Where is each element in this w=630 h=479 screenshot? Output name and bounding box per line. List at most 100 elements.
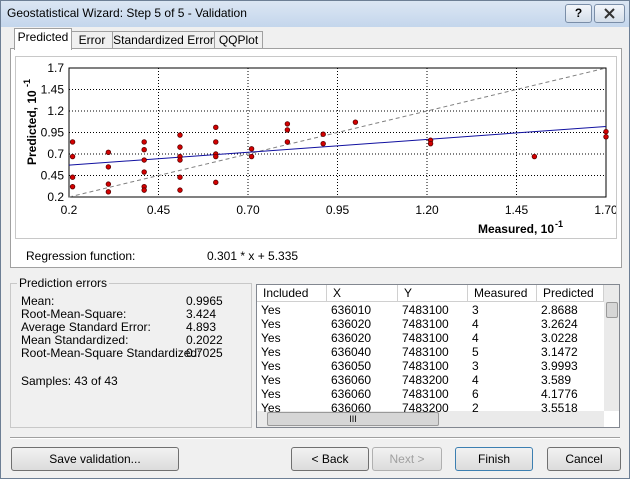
point <box>105 164 112 170</box>
vertical-scrollbar[interactable] <box>604 285 619 411</box>
column-header[interactable]: X <box>327 285 398 302</box>
back-button[interactable]: < Back <box>291 447 369 471</box>
table-cell: 636020 <box>331 317 372 331</box>
tab-panel: 0.2 0.45 0.7 0.95 1.2 1.45 1.7 0.2 0.45 0.70 0.95 1… <box>10 48 622 268</box>
table-cell: 7483200 <box>402 401 449 415</box>
y-tick-label: 0.45 <box>41 169 65 183</box>
point <box>141 146 147 153</box>
regression-line <box>68 125 607 166</box>
table-cell: 7483100 <box>402 303 449 317</box>
y-tick-label: 0.95 <box>41 126 65 140</box>
table-cell: 7483100 <box>402 345 449 359</box>
point <box>352 119 359 125</box>
table-cell: 4.1776 <box>541 387 578 401</box>
point <box>531 153 538 160</box>
column-header[interactable]: Measured <box>468 285 537 302</box>
tab[interactable]: Error <box>71 31 113 49</box>
help-button[interactable]: ? <box>565 4 592 23</box>
x-axis-label: Measured, 10 <box>478 222 554 236</box>
table-cell: 7483100 <box>402 359 449 373</box>
x-tick-label: 0.2 <box>61 203 78 217</box>
table-cell: 636010 <box>331 303 372 317</box>
tab[interactable]: Predicted <box>14 28 72 50</box>
table-cell: Yes <box>261 387 281 401</box>
error-label: Mean Standardized: <box>21 333 129 347</box>
x-axis-label-exponent: -1 <box>555 219 563 229</box>
column-header[interactable]: Predicted <box>537 285 604 302</box>
table-cell: 7483100 <box>402 331 449 345</box>
samples: Samples: 43 of 43 <box>21 374 118 388</box>
error-label: Root-Mean-Square: <box>21 307 127 321</box>
point <box>141 187 147 193</box>
tab[interactable]: QQPlot <box>214 31 263 49</box>
tab[interactable]: Standardized Error <box>112 31 215 49</box>
column-header[interactable]: Y <box>398 285 468 302</box>
point <box>427 140 434 147</box>
save-validation-button[interactable]: Save validation... <box>11 447 179 471</box>
table-cell: Yes <box>261 359 281 373</box>
scroll-thumb[interactable]: III <box>267 412 439 426</box>
point <box>284 139 291 145</box>
point <box>320 140 326 147</box>
error-value: 3.424 <box>186 307 217 321</box>
x-tick-label: 1.70 <box>594 203 616 217</box>
error-value: 0.2022 <box>186 333 223 347</box>
horizontal-scrollbar[interactable]: III <box>257 411 604 427</box>
point <box>69 183 76 190</box>
table-cell: 3 <box>472 359 479 373</box>
separator <box>10 437 620 439</box>
y-tick-label: 0.2 <box>47 190 64 204</box>
y-tick-label: 0.7 <box>47 147 64 161</box>
point <box>320 131 326 137</box>
point <box>177 144 183 150</box>
table-cell: 5 <box>472 345 479 359</box>
cancel-button[interactable]: Cancel <box>547 447 621 471</box>
y-axis-label: Predicted, 10 -1 <box>22 79 39 165</box>
table-cell: 636050 <box>331 359 372 373</box>
point <box>213 179 219 186</box>
scroll-thumb[interactable] <box>606 302 618 318</box>
group-title: Prediction errors <box>17 276 110 290</box>
chart-frame: 0.2 0.45 0.7 0.95 1.2 1.45 1.7 0.2 0.45 0.70 0.95 1… <box>15 56 618 239</box>
table-cell: 3.2624 <box>541 317 578 331</box>
point <box>284 121 291 127</box>
error-value: 4.893 <box>186 320 217 334</box>
x-tick-label: 1.20 <box>415 203 439 217</box>
point <box>105 181 112 187</box>
point <box>213 124 219 131</box>
table-cell: 2.8688 <box>541 303 578 317</box>
window-title: Geostatistical Wizard: Step 5 of 5 - Val… <box>7 6 247 20</box>
error-value: 0.7025 <box>186 346 223 360</box>
table-cell: 7483200 <box>402 373 449 387</box>
chart: 0.2 0.45 0.7 0.95 1.2 1.45 1.7 0.2 0.45 0.70 0.95 1… <box>22 61 618 236</box>
table-cell: 636020 <box>331 331 372 345</box>
y-axis-label-text: Predicted, 10 <box>25 90 39 165</box>
reference-line <box>68 67 607 198</box>
title-bar: Geostatistical Wizard: Step 5 of 5 - Val… <box>1 1 629 27</box>
prediction-errors-group: Prediction errors Mean: 0.9965 Root-Mean-S… <box>10 276 252 428</box>
point <box>141 169 147 175</box>
table-cell: 4 <box>472 317 479 331</box>
point <box>213 139 219 145</box>
next-button: Next > <box>372 447 442 471</box>
point <box>105 189 112 195</box>
table-cell: 7483100 <box>402 387 449 401</box>
point <box>141 139 147 145</box>
point <box>177 132 183 138</box>
table-cell: 636060 <box>331 401 372 415</box>
finish-button[interactable]: Finish <box>455 447 533 471</box>
data-table: III Included X Y Measured Predicted Yes 636010… <box>256 284 620 428</box>
point <box>69 174 76 180</box>
point <box>603 128 609 135</box>
table-cell: 636060 <box>331 373 372 387</box>
table-cell: 636060 <box>331 387 372 401</box>
point <box>69 139 76 145</box>
column-header[interactable]: Included <box>257 285 327 302</box>
regression-label: Regression function: <box>26 249 136 263</box>
error-label: Root-Mean-Square Standardized: <box>21 346 201 360</box>
point <box>284 127 291 133</box>
close-button[interactable] <box>594 4 625 23</box>
table-cell: Yes <box>261 373 281 387</box>
error-label: Average Standard Error: <box>21 320 151 334</box>
